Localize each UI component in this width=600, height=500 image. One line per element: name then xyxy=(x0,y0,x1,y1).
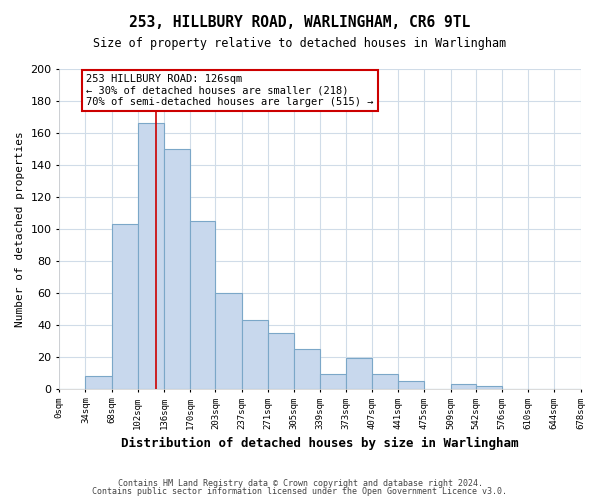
Text: Contains HM Land Registry data © Crown copyright and database right 2024.: Contains HM Land Registry data © Crown c… xyxy=(118,478,482,488)
Bar xyxy=(294,348,320,389)
Bar xyxy=(112,224,138,388)
Y-axis label: Number of detached properties: Number of detached properties xyxy=(15,131,25,326)
Bar xyxy=(346,358,372,388)
Text: Size of property relative to detached houses in Warlingham: Size of property relative to detached ho… xyxy=(94,38,506,51)
Bar xyxy=(398,380,424,388)
Bar xyxy=(476,386,502,388)
Bar xyxy=(164,149,190,388)
Text: 253 HILLBURY ROAD: 126sqm
← 30% of detached houses are smaller (218)
70% of semi: 253 HILLBURY ROAD: 126sqm ← 30% of detac… xyxy=(86,74,374,107)
Bar xyxy=(85,376,112,388)
Text: Contains public sector information licensed under the Open Government Licence v3: Contains public sector information licen… xyxy=(92,487,508,496)
Bar xyxy=(215,293,242,388)
Bar xyxy=(268,333,294,388)
Bar xyxy=(320,374,346,388)
Text: 253, HILLBURY ROAD, WARLINGHAM, CR6 9TL: 253, HILLBURY ROAD, WARLINGHAM, CR6 9TL xyxy=(130,15,470,30)
Bar xyxy=(190,221,215,388)
Bar xyxy=(372,374,398,388)
Bar xyxy=(242,320,268,388)
X-axis label: Distribution of detached houses by size in Warlingham: Distribution of detached houses by size … xyxy=(121,437,518,450)
Bar xyxy=(138,124,164,388)
Bar xyxy=(451,384,476,388)
